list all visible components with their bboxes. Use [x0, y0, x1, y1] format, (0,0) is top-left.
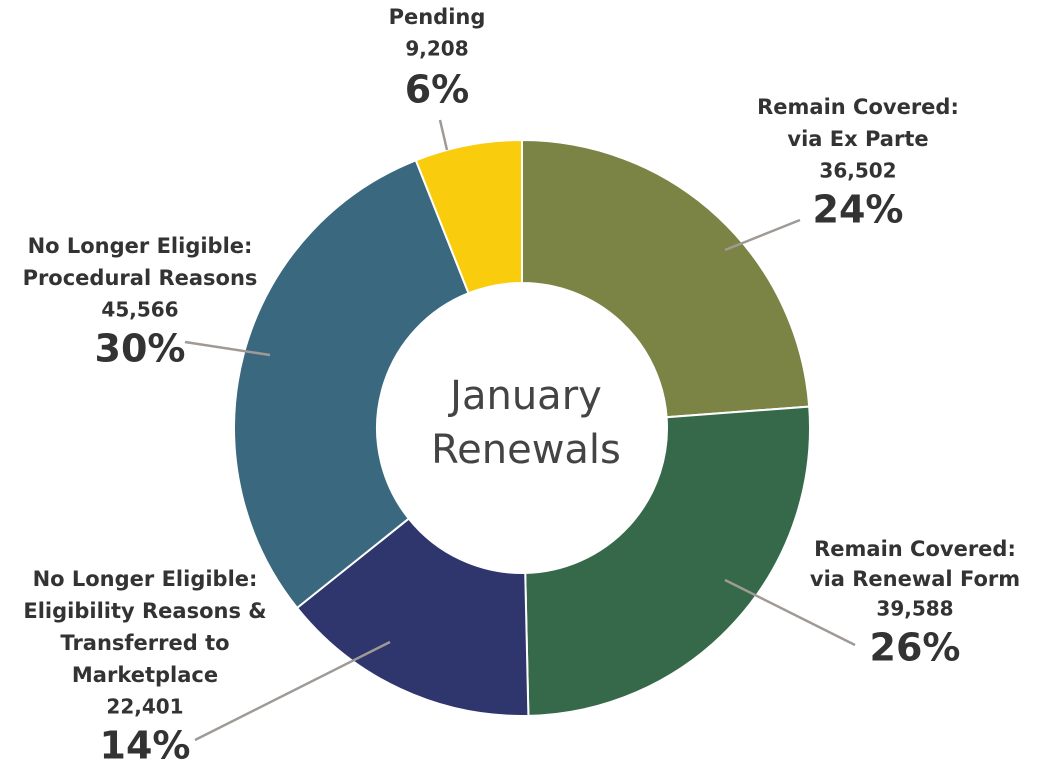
category-label: via Renewal Form [810, 567, 1020, 591]
leader-line [438, 119, 449, 151]
leader-line [724, 578, 856, 647]
category-label: No Longer Eligible: [33, 567, 258, 591]
category-label: via Ex Parte [787, 127, 928, 151]
percent-label: 24% [813, 188, 904, 232]
percent-label: 6% [405, 68, 470, 112]
donut-slice [524, 405, 811, 717]
donut-slice [414, 138, 523, 295]
donut-slice [233, 158, 470, 610]
value-label: 9,208 [405, 37, 468, 61]
percent-label: 14% [100, 724, 191, 760]
category-label: Remain Covered: [814, 537, 1016, 561]
leader-line [194, 640, 391, 742]
category-label: Remain Covered: [757, 95, 959, 119]
category-label: Pending [389, 5, 486, 29]
percent-label: 26% [870, 626, 961, 670]
center-text: January [447, 373, 602, 419]
donut-slice [521, 138, 811, 419]
leader-line [724, 218, 801, 252]
category-label: No Longer Eligible: [28, 234, 253, 258]
center-text: Renewals [431, 427, 621, 473]
value-label: 22,401 [106, 695, 183, 719]
percent-label: 30% [95, 327, 186, 371]
value-label: 36,502 [819, 159, 896, 183]
leader-line [184, 340, 271, 357]
category-label: Procedural Reasons [23, 266, 258, 290]
donut-slice [295, 517, 530, 717]
value-label: 39,588 [876, 597, 953, 621]
category-label: Marketplace [72, 663, 218, 687]
value-label: 45,566 [101, 298, 178, 322]
category-label: Transferred to [60, 631, 229, 655]
category-label: Eligibility Reasons & [23, 599, 266, 623]
